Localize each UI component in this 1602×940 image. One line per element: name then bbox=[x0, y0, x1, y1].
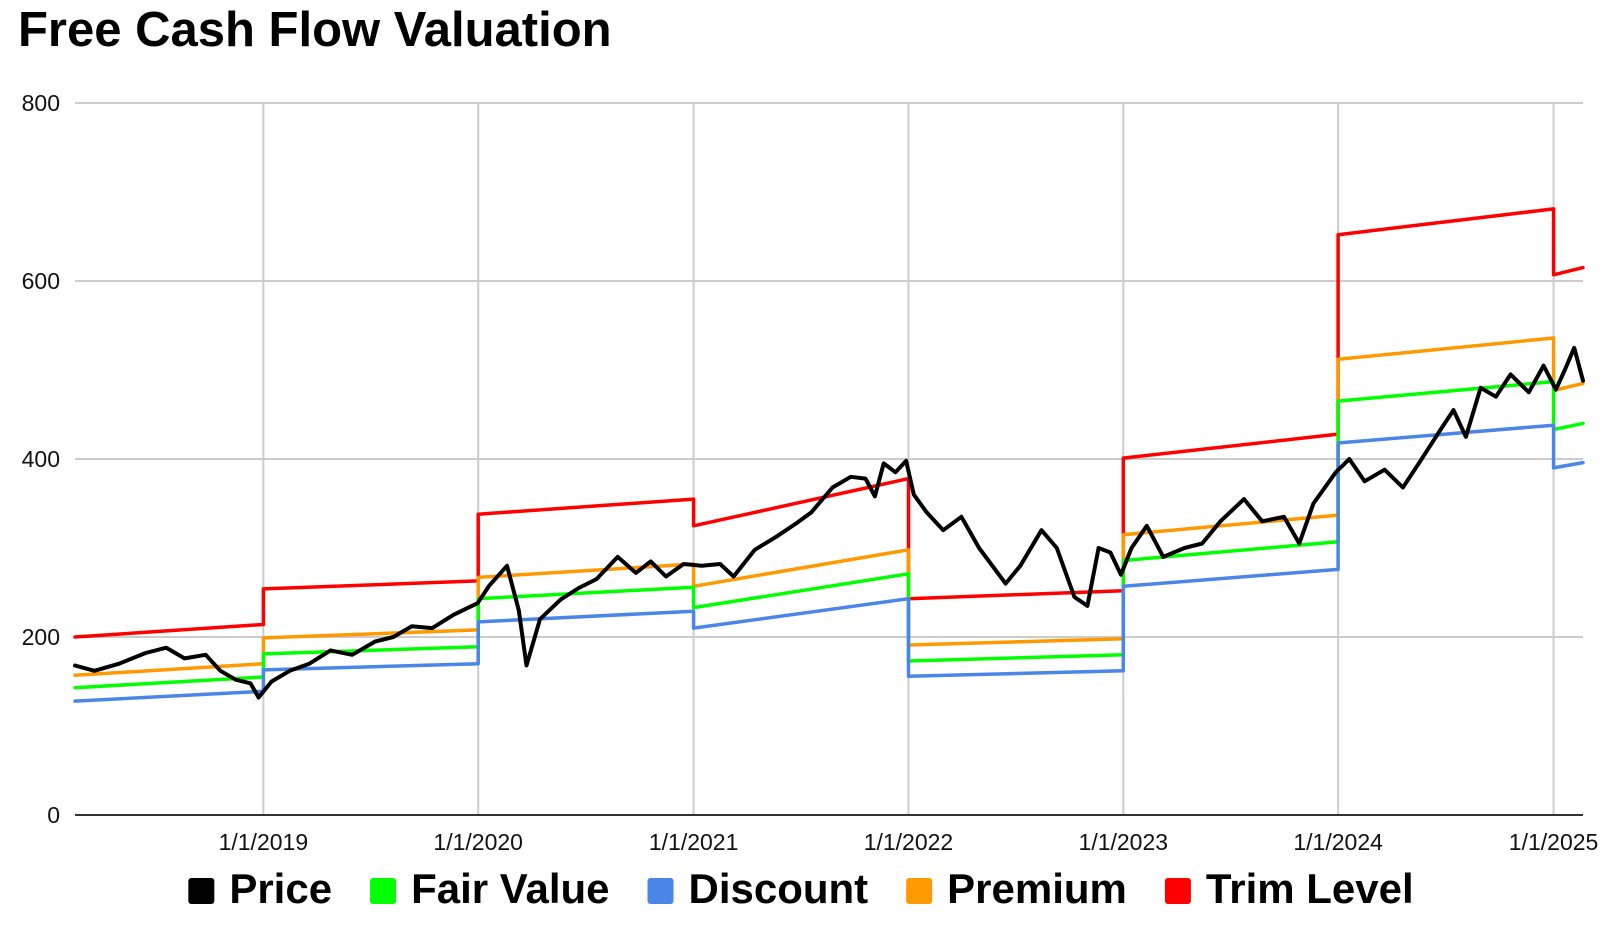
x-tick-label: 1/1/2020 bbox=[433, 829, 523, 855]
x-tick-label: 1/1/2022 bbox=[864, 829, 954, 855]
legend-label-discount: Discount bbox=[689, 865, 869, 912]
x-tick-label: 1/1/2021 bbox=[649, 829, 739, 855]
axes-layer: 0 200 400 600 800 1/1/2019 1/1/2020 1/1/2021 1/1… bbox=[22, 90, 1599, 855]
y-tick-label: 600 bbox=[22, 268, 60, 294]
chart-title: Free Cash Flow Valuation bbox=[18, 3, 612, 57]
legend-label-fair-value: Fair Value bbox=[411, 865, 609, 912]
legend-swatch-premium bbox=[906, 878, 933, 904]
legend-swatch-fair-value bbox=[370, 878, 397, 904]
legend: Price Fair Value Discount Premium Trim Level bbox=[188, 865, 1414, 912]
y-tick-label: 0 bbox=[47, 802, 60, 828]
series-layer bbox=[73, 207, 1585, 703]
x-tick-label: 1/1/2024 bbox=[1293, 829, 1383, 855]
x-tick-label: 1/1/2025 bbox=[1509, 829, 1599, 855]
legend-label-price: Price bbox=[229, 865, 332, 912]
series-line-discount bbox=[73, 423, 1585, 703]
series-line-fair-value bbox=[73, 379, 1585, 690]
legend-swatch-discount bbox=[647, 878, 674, 904]
y-tick-label: 400 bbox=[22, 446, 60, 472]
x-tick-label: 1/1/2023 bbox=[1079, 829, 1169, 855]
y-tick-label: 200 bbox=[22, 624, 60, 650]
series-line-price bbox=[73, 345, 1585, 700]
y-tick-label: 800 bbox=[22, 90, 60, 116]
series-line-trim-level bbox=[73, 207, 1585, 639]
legend-label-premium: Premium bbox=[947, 865, 1127, 912]
legend-swatch-price bbox=[188, 878, 215, 904]
x-tick-label: 1/1/2019 bbox=[219, 829, 309, 855]
series-line-premium bbox=[73, 336, 1585, 678]
grid-layer bbox=[75, 102, 1583, 815]
legend-swatch-trim-level bbox=[1164, 878, 1191, 904]
legend-label-trim-level: Trim Level bbox=[1206, 865, 1414, 912]
